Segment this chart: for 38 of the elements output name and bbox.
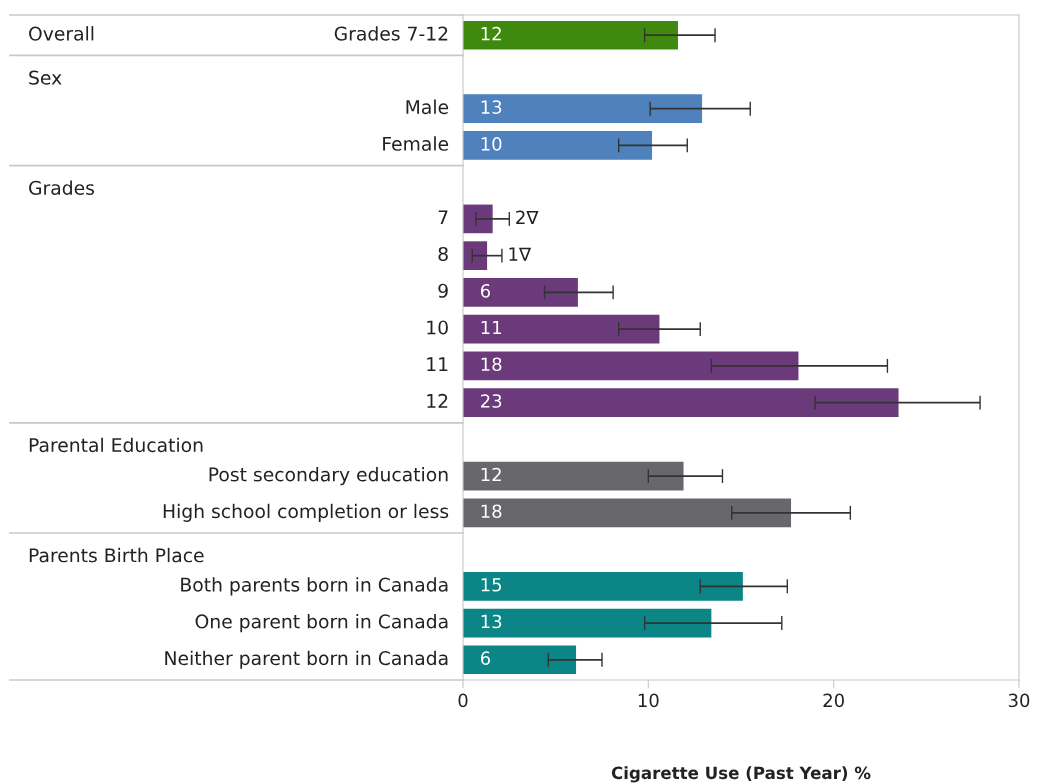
y-tick-label: Grades 7-12 xyxy=(334,26,448,41)
data-label: 6 xyxy=(480,283,491,298)
data-label: 18 xyxy=(481,504,502,519)
y-tick-label: 12 xyxy=(427,393,448,408)
text: Sex xyxy=(29,70,62,85)
y-tick-label: Male xyxy=(406,99,449,115)
data-label: 13 xyxy=(481,614,502,629)
y-tick-label: 8 xyxy=(438,246,448,262)
x-tick-label: 20 xyxy=(823,693,844,708)
y-tick-label: Both parents born in Canada xyxy=(181,577,448,596)
data-label: 12 xyxy=(481,26,501,41)
data-label: 13 xyxy=(481,100,502,114)
data-label: 15 xyxy=(481,578,502,592)
y-tick-label: Post secondary education xyxy=(209,467,448,486)
y-tick-label: 9 xyxy=(438,283,448,298)
text: Overall xyxy=(29,26,94,41)
x-axis-title: Cigarette Use (Past Year) % xyxy=(611,766,871,783)
x-tick-label: 0 xyxy=(458,693,468,708)
data-label: 6 xyxy=(480,651,491,666)
x-tick-label: 10 xyxy=(638,693,659,708)
data-label: 18 xyxy=(481,357,502,372)
y-tick-label: Neither parent born in Canada xyxy=(165,650,448,669)
text: Grades xyxy=(29,180,95,195)
text: Parents Birth Place xyxy=(29,547,204,563)
data-label: 1∇ xyxy=(509,247,532,261)
y-tick-label: High school completion or less xyxy=(163,503,449,522)
data-label: 2∇ xyxy=(516,210,539,224)
data-label: 23 xyxy=(481,394,502,408)
x-tick-label: 30 xyxy=(1008,693,1030,708)
data-label: 12 xyxy=(481,467,501,482)
y-tick-label: 10 xyxy=(427,320,448,335)
data-label: 11 xyxy=(481,320,501,335)
data-label: 10 xyxy=(481,137,502,151)
text: Parental Education xyxy=(29,437,203,453)
y-tick-label: Female xyxy=(383,136,449,151)
y-tick-label: One parent born in Canada xyxy=(195,613,448,633)
y-tick-label: 7 xyxy=(438,210,448,225)
y-tick-label: 11 xyxy=(427,357,448,372)
